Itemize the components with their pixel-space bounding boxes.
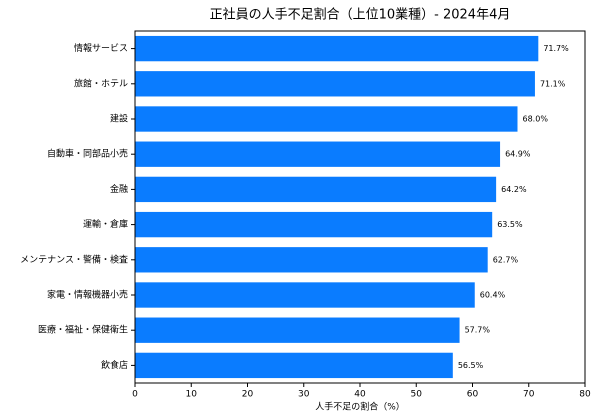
x-axis-label: 人手不足の割合（%）	[315, 401, 405, 413]
y-tick-label: 金融	[110, 183, 128, 195]
value-label: 71.1%	[540, 79, 566, 88]
value-label: 64.2%	[501, 185, 527, 194]
value-label: 68.0%	[523, 115, 549, 124]
x-tick-label: 20	[242, 390, 254, 400]
x-tick-label: 70	[523, 390, 535, 400]
bar	[135, 211, 493, 238]
bar	[135, 35, 539, 62]
bar	[135, 352, 453, 379]
plot-frame	[134, 30, 586, 384]
bar	[135, 282, 475, 308]
y-tick-label: 医療・福祉・保健衛生	[38, 324, 128, 336]
value-label: 60.4%	[480, 291, 506, 300]
bar	[135, 247, 488, 273]
value-label: 71.7%	[543, 44, 569, 53]
x-tick-label: 80	[579, 390, 591, 400]
value-label: 63.5%	[497, 220, 523, 229]
bar	[135, 141, 501, 167]
y-tick-label: 建設	[110, 113, 128, 125]
y-tick-label: 自動車・同部品小売	[47, 148, 128, 160]
bar	[135, 106, 518, 132]
y-tick-label: 運輸・倉庫	[83, 218, 128, 230]
value-label: 56.5%	[458, 361, 484, 370]
y-tick-label: 家電・情報機器小売	[47, 289, 128, 301]
x-tick-label: 30	[298, 390, 310, 400]
bar	[135, 317, 460, 343]
y-tick-label: 旅館・ホテル	[74, 77, 128, 89]
chart-title: 正社員の人手不足割合（上位10業種）- 2024年4月	[210, 7, 511, 23]
value-label: 64.9%	[505, 150, 531, 159]
y-tick-label: メンテナンス・警備・検査	[20, 253, 128, 265]
x-tick-label: 0	[132, 390, 138, 400]
y-tick-label: 情報サービス	[74, 42, 128, 54]
x-tick-label: 10	[186, 390, 198, 400]
x-tick-label: 60	[467, 390, 479, 400]
value-label: 62.7%	[493, 255, 519, 264]
value-label: 57.7%	[465, 326, 491, 335]
bar	[135, 71, 535, 97]
y-tick-label: 飲食店	[101, 359, 128, 371]
x-tick-label: 40	[354, 390, 366, 400]
x-tick-label: 50	[411, 390, 423, 400]
bar	[135, 176, 497, 203]
